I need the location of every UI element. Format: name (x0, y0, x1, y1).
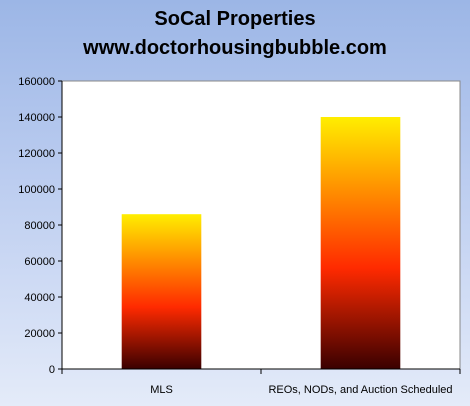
y-tick-label: 20000 (24, 328, 55, 340)
chart-subtitle: www.doctorhousingbubble.com (83, 37, 387, 59)
y-tick-label: 120000 (18, 148, 55, 160)
chart-title: SoCal Properties (154, 8, 316, 30)
x-tick-label: REOs, NODs, and Auction Scheduled (268, 384, 452, 396)
bars (121, 117, 401, 369)
y-tick-label: 100000 (18, 184, 55, 196)
bar-reos-nods-and-auction-scheduled (320, 117, 401, 369)
y-tick-label: 0 (49, 364, 55, 376)
y-tick-label: 160000 (18, 76, 55, 88)
y-tick-label: 40000 (24, 292, 55, 304)
x-tick-label: MLS (150, 384, 173, 396)
bar-mls (121, 214, 202, 369)
y-axis: 0 20000 40000 60000 80000 100000 120000 140000 1… (18, 76, 63, 376)
y-tick-label: 140000 (18, 112, 55, 124)
y-tick-label: 60000 (24, 256, 55, 268)
y-tick-label: 80000 (24, 220, 55, 232)
x-axis: MLS REOs, NODs, and Auction Scheduled (61, 368, 461, 396)
